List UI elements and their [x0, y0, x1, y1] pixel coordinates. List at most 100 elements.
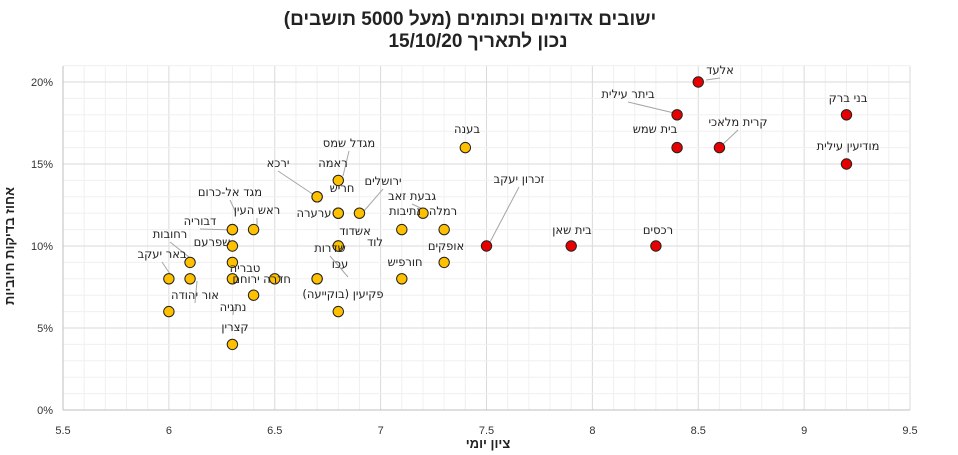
label-leader-line: [488, 186, 520, 245]
data-point: [163, 305, 175, 318]
data-label: זכרון יעקב: [493, 172, 544, 186]
data-label: באר יעקב: [137, 247, 186, 261]
x-tick-label: 9: [801, 425, 807, 437]
data-point: [480, 240, 493, 252]
data-point: [332, 207, 344, 219]
data-label: עכו: [332, 257, 348, 271]
data-point: [269, 273, 281, 285]
x-tick-label: 6.5: [267, 425, 282, 437]
data-label: מגדל שמס: [323, 136, 375, 150]
label-leader-line: [720, 129, 739, 147]
data-point: [226, 223, 239, 236]
grid: [62, 65, 911, 411]
x-tick-label: 7: [378, 425, 384, 437]
data-point: [184, 256, 196, 269]
data-point: [226, 256, 239, 269]
x-tick-label: 7.5: [479, 425, 494, 437]
data-point: [247, 289, 260, 301]
data-point: [226, 240, 239, 252]
data-label: ערערה: [297, 206, 332, 220]
label-leader-line: [363, 188, 384, 212]
data-point: [311, 273, 323, 285]
data-label: בית שמש: [633, 122, 678, 136]
x-tick-label: 8.5: [691, 425, 706, 437]
data-label: טבריה: [230, 261, 261, 275]
data-point: [247, 223, 260, 236]
data-label: אלעד: [706, 63, 734, 77]
data-label: לוד: [367, 235, 383, 249]
data-point: [671, 109, 683, 121]
label-leader-line: [342, 150, 350, 177]
x-tick-label: 5.5: [55, 425, 70, 437]
data-point: [332, 305, 344, 318]
data-label: חריש: [330, 181, 355, 195]
data-point: [332, 240, 344, 252]
chart-subtitle: נכון לתאריך 15/10/20: [388, 31, 567, 52]
label-leader-line: [627, 101, 675, 114]
data-point: [713, 141, 726, 154]
data-label: ירכא: [267, 156, 290, 170]
data-label: דבוריה: [184, 214, 217, 228]
x-tick-label: 9.5: [902, 425, 917, 437]
data-point: [396, 273, 408, 285]
data-point: [311, 191, 323, 203]
x-tick-label: 8: [589, 425, 595, 437]
label-leader-line: [194, 280, 198, 304]
data-points: [163, 76, 853, 351]
data-point: [163, 273, 175, 285]
data-label: אשדוד: [339, 224, 371, 238]
data-point: [840, 109, 853, 121]
data-point: [438, 256, 450, 269]
data-label: שפרעם: [194, 235, 231, 249]
label-leader-line: [705, 77, 721, 81]
data-label: אופקים: [428, 239, 464, 253]
data-label: נתיבות: [389, 204, 421, 218]
data-label: אור יהודה: [171, 288, 219, 302]
x-axis-title: ציון יומי: [466, 436, 511, 451]
data-label: ביתר עילית: [601, 87, 655, 101]
data-label: ראמה: [318, 156, 348, 170]
data-label: חורפיש: [387, 255, 422, 269]
data-point: [438, 223, 450, 236]
data-labels: אלעד ביתר עילית בני ברק בית שמש קרית מלאכי מו…: [137, 63, 879, 334]
data-label: גבעת זאב: [388, 189, 436, 203]
y-tick-label: 15%: [31, 159, 53, 171]
data-point: [396, 223, 408, 236]
y-tick-label: 0%: [37, 405, 53, 417]
data-label: קצרין: [221, 320, 248, 334]
data-label: פקיעין (בוקייעה): [302, 287, 383, 301]
label-leader-line: [229, 199, 237, 214]
data-point: [692, 76, 704, 88]
chart-title: ישובים אדומים וכתומים (מעל 5000 תושבים): [284, 9, 656, 30]
data-label: בענה: [454, 122, 480, 136]
data-label: בית שאן: [552, 223, 592, 237]
label-leader-line: [329, 255, 349, 278]
x-tick-label: 6: [166, 425, 172, 437]
data-label: בני ברק: [829, 91, 868, 105]
axes: 5.5 6 6.5 7 7.5 8 8.5 9 9.5 0% 5% 10% 15% 20%: [31, 66, 918, 437]
data-point: [459, 141, 472, 154]
label-leader-line: [277, 170, 315, 196]
data-label: רמלה: [429, 204, 457, 218]
y-tick-label: 5%: [37, 323, 53, 335]
data-point: [671, 141, 683, 154]
data-label: מודיעין עילית: [817, 139, 880, 153]
y-tick-label: 20%: [31, 77, 53, 89]
data-label: נתניה: [220, 300, 247, 314]
data-point: [417, 207, 429, 219]
data-point: [353, 207, 366, 219]
y-tick-label: 10%: [31, 241, 53, 253]
data-point: [184, 273, 196, 285]
data-label: ראש העין: [234, 203, 280, 217]
data-point: [650, 240, 662, 252]
data-point: [226, 273, 239, 285]
data-point: [226, 338, 239, 351]
data-label: רכסים: [643, 223, 673, 237]
y-axis-title: אחוז בדיקות חיוביות: [2, 187, 17, 305]
data-label: שדרות: [314, 241, 346, 255]
data-point: [332, 174, 344, 187]
data-label: מגד אל-כרום: [198, 185, 262, 199]
